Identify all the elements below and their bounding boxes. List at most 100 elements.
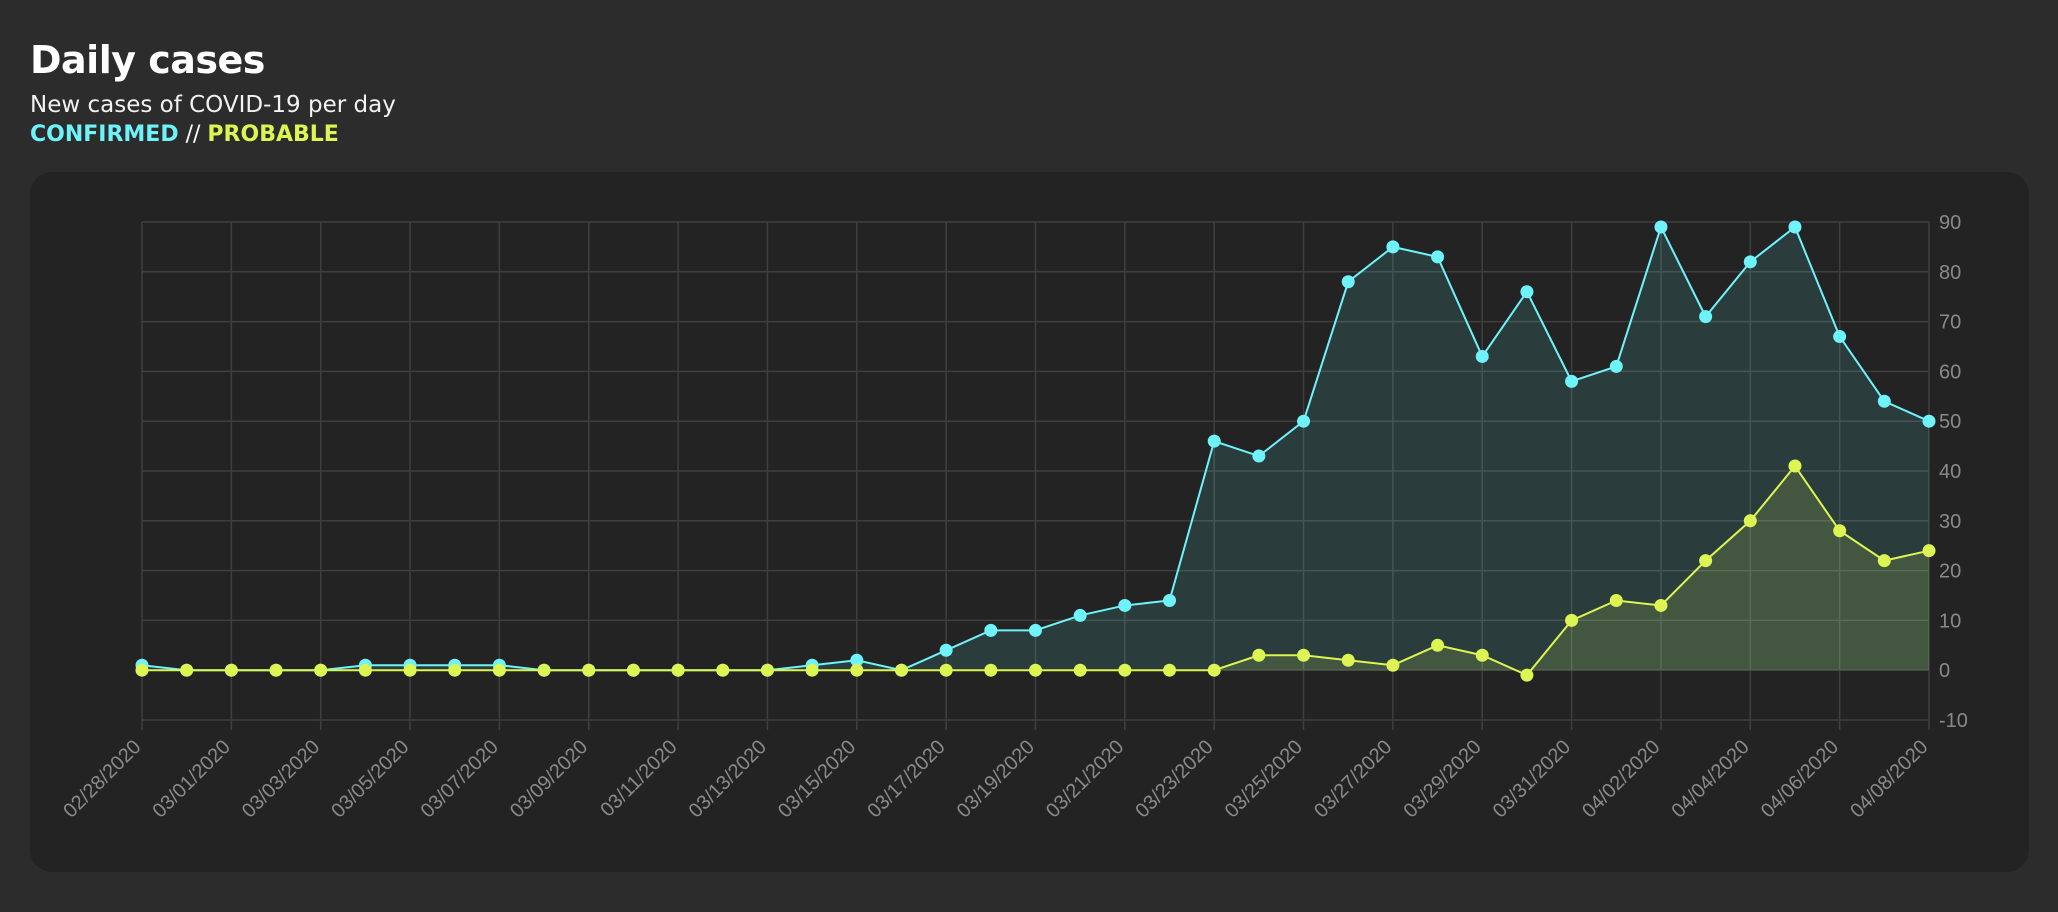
data-point-probable <box>1118 663 1132 677</box>
x-tick-label: 03/05/2020 <box>327 736 413 822</box>
x-tick-label: 03/07/2020 <box>417 736 503 822</box>
y-tick-label: 50 <box>1939 411 1961 433</box>
data-point-confirmed <box>1922 414 1936 428</box>
data-point-confirmed <box>1654 220 1668 234</box>
data-point-probable <box>492 663 506 677</box>
data-point-confirmed <box>1073 608 1087 622</box>
legend-probable: PROBABLE <box>207 122 339 147</box>
x-tick-label: 03/09/2020 <box>506 736 592 822</box>
data-point-confirmed <box>1699 310 1713 324</box>
data-point-probable <box>716 663 730 677</box>
series-area-confirmed <box>142 226 1929 671</box>
data-point-probable <box>180 663 194 677</box>
data-point-confirmed <box>1163 593 1177 607</box>
x-tick-label: 03/01/2020 <box>149 736 235 822</box>
x-tick-label: 03/19/2020 <box>953 736 1039 822</box>
data-point-probable <box>1297 648 1311 662</box>
x-tick-label: 03/29/2020 <box>1399 736 1485 822</box>
x-tick-label: 02/28/2020 <box>59 736 145 822</box>
data-point-confirmed <box>1565 374 1579 388</box>
chart-title: Daily cases <box>30 38 265 82</box>
legend-separator: // <box>178 122 208 147</box>
data-point-probable <box>135 663 149 677</box>
data-point-confirmed <box>1341 275 1355 289</box>
data-point-probable <box>448 663 462 677</box>
data-point-probable <box>224 663 238 677</box>
data-point-probable <box>1073 663 1087 677</box>
x-tick-label: 03/25/2020 <box>1221 736 1307 822</box>
data-point-probable <box>1654 598 1668 612</box>
data-point-confirmed <box>1788 220 1802 234</box>
y-tick-label: 20 <box>1939 561 1961 583</box>
x-tick-label: 03/31/2020 <box>1489 736 1575 822</box>
x-tick-label: 03/23/2020 <box>1131 736 1217 822</box>
data-point-confirmed <box>984 623 998 637</box>
data-point-confirmed <box>1118 598 1132 612</box>
data-point-confirmed <box>1207 434 1221 448</box>
chart-header: Daily cases New cases of COVID-19 per da… <box>30 36 396 150</box>
x-tick-label: 04/02/2020 <box>1578 736 1664 822</box>
x-tick-label: 03/13/2020 <box>685 736 771 822</box>
data-point-probable <box>269 663 283 677</box>
series-area-probable <box>142 466 1929 676</box>
x-tick-label: 03/03/2020 <box>238 736 324 822</box>
legend-confirmed: CONFIRMED <box>30 122 179 147</box>
data-point-probable <box>1475 648 1489 662</box>
data-point-probable <box>939 663 953 677</box>
data-point-probable <box>760 663 774 677</box>
data-point-probable <box>805 663 819 677</box>
data-point-probable <box>1609 593 1623 607</box>
data-point-probable <box>626 663 640 677</box>
chart-subtitle: New cases of COVID-19 per day <box>30 92 396 118</box>
data-point-probable <box>1565 613 1579 627</box>
data-point-confirmed <box>1475 349 1489 363</box>
data-point-probable <box>403 663 417 677</box>
data-point-probable <box>1877 554 1891 568</box>
data-point-confirmed <box>1520 285 1534 299</box>
data-point-probable <box>314 663 328 677</box>
data-point-probable <box>894 663 908 677</box>
y-tick-label: 60 <box>1939 361 1961 383</box>
x-tick-label: 03/11/2020 <box>596 736 681 821</box>
legend: CONFIRMED // PROBABLE <box>30 120 396 150</box>
data-point-probable <box>850 663 864 677</box>
data-point-confirmed <box>1833 330 1847 344</box>
y-tick-label: -10 <box>1939 710 1968 732</box>
x-tick-label: 04/08/2020 <box>1846 736 1932 822</box>
x-tick-label: 03/27/2020 <box>1310 736 1396 822</box>
data-point-confirmed <box>1877 394 1891 408</box>
data-point-probable <box>1431 638 1445 652</box>
data-point-confirmed <box>1297 414 1311 428</box>
data-point-confirmed <box>1029 623 1042 637</box>
data-point-probable <box>1341 653 1355 667</box>
data-point-probable <box>1163 663 1177 677</box>
y-tick-label: 30 <box>1939 511 1961 533</box>
data-point-probable <box>1922 544 1936 558</box>
data-point-confirmed <box>1386 240 1400 254</box>
x-tick-label: 03/15/2020 <box>774 736 860 822</box>
data-point-probable <box>1252 648 1266 662</box>
y-tick-label: 80 <box>1939 262 1961 284</box>
data-point-probable <box>1833 524 1847 538</box>
data-point-probable <box>1743 514 1757 528</box>
y-tick-label: 90 <box>1939 212 1961 234</box>
y-tick-label: 40 <box>1939 461 1961 483</box>
data-point-probable <box>1386 658 1400 672</box>
line-chart: -10 0 10 20 30 40 50 60 70 80 90 02/28/2020 03/01/20… <box>59 212 1968 822</box>
data-point-probable <box>1207 663 1221 677</box>
data-point-probable <box>358 663 372 677</box>
data-point-probable <box>671 663 685 677</box>
y-tick-label: 10 <box>1939 610 1961 632</box>
data-point-confirmed <box>1743 255 1757 269</box>
data-point-confirmed <box>1609 359 1623 373</box>
data-point-confirmed <box>850 653 864 667</box>
x-tick-label: 03/17/2020 <box>863 736 949 822</box>
data-point-confirmed <box>1252 449 1266 463</box>
data-point-probable <box>1029 663 1042 677</box>
x-tick-label: 04/06/2020 <box>1757 736 1843 822</box>
data-point-confirmed <box>939 643 953 657</box>
data-point-probable <box>984 663 998 677</box>
data-point-probable <box>1520 668 1534 682</box>
data-point-probable <box>1699 554 1713 568</box>
data-point-probable <box>537 663 551 677</box>
